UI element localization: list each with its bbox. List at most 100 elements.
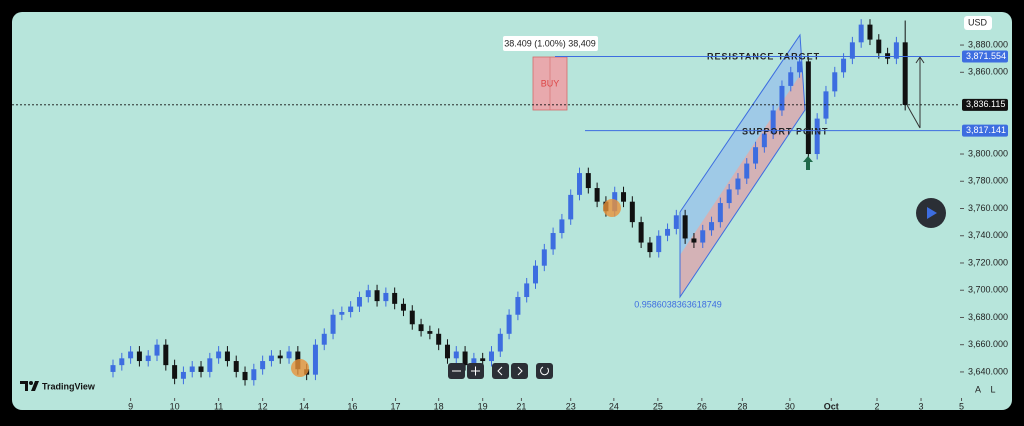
candle-body xyxy=(339,312,345,315)
candle-body xyxy=(216,351,222,359)
candle-body xyxy=(779,85,785,111)
x-tick-label: 19 xyxy=(478,401,488,411)
scroll-left-button[interactable] xyxy=(492,363,509,379)
x-tick-label: 3 xyxy=(919,401,924,411)
x-tick-label: 26 xyxy=(697,401,707,411)
candle-body xyxy=(638,222,644,243)
currency-label: USD xyxy=(968,17,988,27)
candle-body xyxy=(770,110,776,134)
candle-body xyxy=(145,355,151,362)
candle-body xyxy=(867,24,873,40)
candle-body xyxy=(656,235,662,253)
y-tick-label: 3,880.000 xyxy=(968,39,1008,49)
y-tick-label: 3,640.000 xyxy=(968,366,1008,376)
scale-button[interactable]: L xyxy=(990,384,995,394)
candle-body xyxy=(568,194,574,220)
candle-body xyxy=(136,351,142,362)
chart-panel xyxy=(12,12,1012,410)
right-icon xyxy=(517,366,523,376)
y-tick-label: 3,700.000 xyxy=(968,285,1008,295)
candle-body xyxy=(832,72,838,92)
x-tick-label: 28 xyxy=(737,401,747,411)
candle-body xyxy=(242,371,248,381)
x-tick-label: 5 xyxy=(959,401,964,411)
candle-body xyxy=(858,24,864,43)
marker-circle xyxy=(291,359,309,377)
price-tag-label: 3,871.554 xyxy=(966,51,1006,61)
candle-body xyxy=(550,233,556,250)
candle-body xyxy=(577,173,583,195)
candle-body xyxy=(876,39,882,54)
y-tick-label: 3,800.000 xyxy=(968,148,1008,158)
candle-body xyxy=(268,355,274,362)
candle-body xyxy=(418,324,424,332)
x-tick-label: 12 xyxy=(258,401,268,411)
x-tick-label: 23 xyxy=(566,401,576,411)
x-tick-label: 14 xyxy=(299,401,309,411)
candle-body xyxy=(260,361,266,370)
candle-body xyxy=(251,369,257,381)
candle-body xyxy=(797,61,803,73)
left-icon xyxy=(497,366,503,376)
x-tick-label: 9 xyxy=(128,401,133,411)
up-arrow xyxy=(803,156,813,170)
x-tick-label: Oct xyxy=(824,401,839,411)
candle-body xyxy=(893,42,899,59)
x-tick-label: 25 xyxy=(653,401,663,411)
candle-body xyxy=(709,222,715,231)
candle-body xyxy=(665,228,671,236)
candle-body xyxy=(682,215,688,239)
y-tick-label: 3,740.000 xyxy=(968,230,1008,240)
measure-tooltip xyxy=(503,36,598,51)
candle-body xyxy=(119,358,125,366)
candle-body xyxy=(409,310,415,325)
x-tick-label: 24 xyxy=(609,401,619,411)
candle-body xyxy=(849,42,855,59)
candle-body xyxy=(647,242,653,253)
candle-body xyxy=(392,292,398,304)
candle-body xyxy=(427,331,433,334)
candle-body xyxy=(673,215,679,229)
candle-body xyxy=(348,306,354,313)
candle-body xyxy=(163,344,169,366)
candle-body xyxy=(189,366,195,372)
candle-body xyxy=(321,333,327,345)
candle-body xyxy=(224,351,230,362)
play-icon xyxy=(927,207,937,219)
x-tick-label: 17 xyxy=(391,401,401,411)
price-tag xyxy=(962,98,1008,111)
candle-body xyxy=(198,366,204,372)
candle-body xyxy=(515,297,521,315)
candle-body xyxy=(233,361,239,372)
candle-body xyxy=(744,163,750,179)
candle-body xyxy=(110,365,116,372)
candle-body xyxy=(902,42,908,105)
reset-button[interactable] xyxy=(536,363,553,379)
scroll-right-button[interactable] xyxy=(511,363,528,379)
x-tick-label: 18 xyxy=(434,401,444,411)
candle-body xyxy=(330,314,336,334)
price-tag xyxy=(962,50,1008,63)
candle-body xyxy=(207,358,213,372)
candle-body xyxy=(471,358,477,366)
candle-body xyxy=(453,351,459,359)
channel-border xyxy=(679,33,806,299)
candle-body xyxy=(621,192,627,202)
scale-button[interactable]: A xyxy=(975,384,981,394)
candle-body xyxy=(717,203,723,223)
x-tick-label: 16 xyxy=(347,401,357,411)
marker-circle xyxy=(603,199,621,217)
candle-body xyxy=(629,201,635,223)
candle-body xyxy=(400,303,406,311)
candle-body xyxy=(524,283,530,298)
brand-logo xyxy=(20,381,39,391)
candle-body xyxy=(497,333,503,352)
candle-body xyxy=(814,118,820,155)
price-tag-label: 3,817.141 xyxy=(966,125,1006,135)
reset-icon xyxy=(540,366,550,376)
candle-body xyxy=(462,351,468,366)
price-tag xyxy=(962,124,1008,137)
x-tick-label: 21 xyxy=(516,401,526,411)
x-tick-label: 30 xyxy=(785,401,795,411)
